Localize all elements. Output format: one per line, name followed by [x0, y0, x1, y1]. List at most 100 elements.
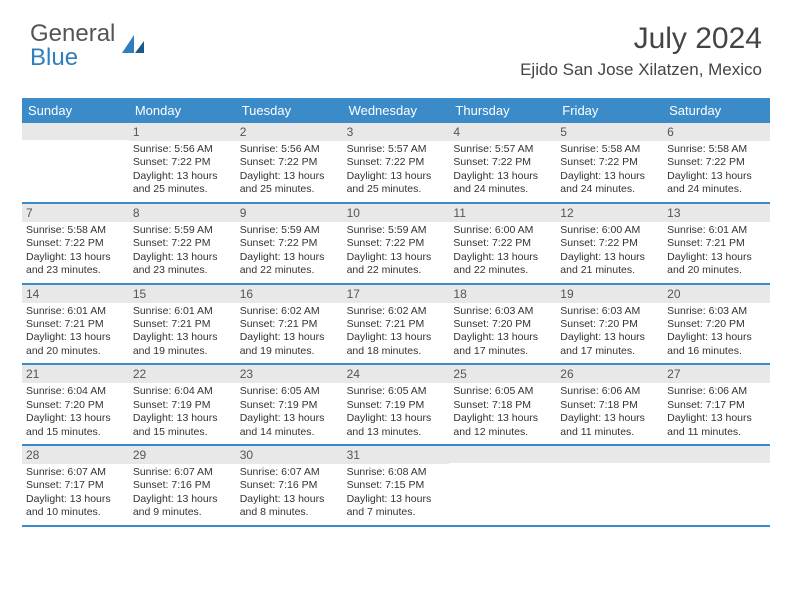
day-number: 28: [22, 446, 129, 464]
day-body: Sunrise: 6:01 AMSunset: 7:21 PMDaylight:…: [22, 303, 129, 364]
day-body: Sunrise: 6:08 AMSunset: 7:15 PMDaylight:…: [343, 464, 450, 525]
week-row: 28Sunrise: 6:07 AMSunset: 7:17 PMDayligh…: [22, 446, 770, 527]
day-body: Sunrise: 5:58 AMSunset: 7:22 PMDaylight:…: [556, 141, 663, 202]
weekday-wednesday: Wednesday: [343, 98, 450, 123]
day-number: 30: [236, 446, 343, 464]
sunset-text: Sunset: 7:21 PM: [347, 318, 446, 331]
day-body: [22, 140, 129, 200]
day-number: 22: [129, 365, 236, 383]
daylight-text: Daylight: 13 hours and 19 minutes.: [240, 331, 339, 358]
day-number: 1: [129, 123, 236, 141]
day-number: 10: [343, 204, 450, 222]
day-body: Sunrise: 6:06 AMSunset: 7:18 PMDaylight:…: [556, 383, 663, 444]
day-body: Sunrise: 5:57 AMSunset: 7:22 PMDaylight:…: [343, 141, 450, 202]
header: General Blue July 2024 Ejido San Jose Xi…: [0, 0, 792, 90]
day-body: Sunrise: 6:06 AMSunset: 7:17 PMDaylight:…: [663, 383, 770, 444]
sunset-text: Sunset: 7:22 PM: [453, 237, 552, 250]
daylight-text: Daylight: 13 hours and 24 minutes.: [560, 170, 659, 197]
sunset-text: Sunset: 7:22 PM: [347, 237, 446, 250]
sunset-text: Sunset: 7:17 PM: [667, 399, 766, 412]
sunset-text: Sunset: 7:20 PM: [560, 318, 659, 331]
sunset-text: Sunset: 7:21 PM: [26, 318, 125, 331]
day-body: Sunrise: 6:07 AMSunset: 7:16 PMDaylight:…: [236, 464, 343, 525]
day-cell: 27Sunrise: 6:06 AMSunset: 7:17 PMDayligh…: [663, 365, 770, 444]
day-body: Sunrise: 5:56 AMSunset: 7:22 PMDaylight:…: [236, 141, 343, 202]
day-body: Sunrise: 6:07 AMSunset: 7:16 PMDaylight:…: [129, 464, 236, 525]
daylight-text: Daylight: 13 hours and 20 minutes.: [667, 251, 766, 278]
day-cell: 28Sunrise: 6:07 AMSunset: 7:17 PMDayligh…: [22, 446, 129, 525]
daylight-text: Daylight: 13 hours and 9 minutes.: [133, 493, 232, 520]
day-cell: 20Sunrise: 6:03 AMSunset: 7:20 PMDayligh…: [663, 285, 770, 364]
location: Ejido San Jose Xilatzen, Mexico: [520, 60, 762, 80]
day-number: 11: [449, 204, 556, 222]
day-body: Sunrise: 6:07 AMSunset: 7:17 PMDaylight:…: [22, 464, 129, 525]
day-cell: [449, 446, 556, 525]
day-cell: 2Sunrise: 5:56 AMSunset: 7:22 PMDaylight…: [236, 123, 343, 202]
day-number: 17: [343, 285, 450, 303]
day-body: Sunrise: 5:59 AMSunset: 7:22 PMDaylight:…: [343, 222, 450, 283]
day-number: 4: [449, 123, 556, 141]
day-cell: 7Sunrise: 5:58 AMSunset: 7:22 PMDaylight…: [22, 204, 129, 283]
day-cell: 31Sunrise: 6:08 AMSunset: 7:15 PMDayligh…: [343, 446, 450, 525]
sunrise-text: Sunrise: 6:05 AM: [453, 385, 552, 398]
weekday-header: Sunday Monday Tuesday Wednesday Thursday…: [22, 98, 770, 123]
week-row: 21Sunrise: 6:04 AMSunset: 7:20 PMDayligh…: [22, 365, 770, 446]
day-cell: 4Sunrise: 5:57 AMSunset: 7:22 PMDaylight…: [449, 123, 556, 202]
sunrise-text: Sunrise: 6:07 AM: [133, 466, 232, 479]
sunrise-text: Sunrise: 6:00 AM: [560, 224, 659, 237]
sunrise-text: Sunrise: 5:58 AM: [26, 224, 125, 237]
logo: General Blue: [30, 22, 146, 70]
day-number: 13: [663, 204, 770, 222]
day-cell: 30Sunrise: 6:07 AMSunset: 7:16 PMDayligh…: [236, 446, 343, 525]
sunrise-text: Sunrise: 6:07 AM: [26, 466, 125, 479]
day-number: 9: [236, 204, 343, 222]
day-cell: 25Sunrise: 6:05 AMSunset: 7:18 PMDayligh…: [449, 365, 556, 444]
day-body: Sunrise: 6:04 AMSunset: 7:20 PMDaylight:…: [22, 383, 129, 444]
day-body: Sunrise: 6:02 AMSunset: 7:21 PMDaylight:…: [236, 303, 343, 364]
sunset-text: Sunset: 7:21 PM: [133, 318, 232, 331]
sunrise-text: Sunrise: 6:04 AM: [26, 385, 125, 398]
daylight-text: Daylight: 13 hours and 20 minutes.: [26, 331, 125, 358]
day-body: Sunrise: 6:05 AMSunset: 7:18 PMDaylight:…: [449, 383, 556, 444]
daylight-text: Daylight: 13 hours and 13 minutes.: [347, 412, 446, 439]
sunrise-text: Sunrise: 6:03 AM: [453, 305, 552, 318]
day-number: 19: [556, 285, 663, 303]
day-cell: 18Sunrise: 6:03 AMSunset: 7:20 PMDayligh…: [449, 285, 556, 364]
day-cell: 17Sunrise: 6:02 AMSunset: 7:21 PMDayligh…: [343, 285, 450, 364]
day-number: 27: [663, 365, 770, 383]
day-cell: 11Sunrise: 6:00 AMSunset: 7:22 PMDayligh…: [449, 204, 556, 283]
sunset-text: Sunset: 7:22 PM: [133, 156, 232, 169]
sunset-text: Sunset: 7:18 PM: [560, 399, 659, 412]
day-cell: [22, 123, 129, 202]
day-cell: 22Sunrise: 6:04 AMSunset: 7:19 PMDayligh…: [129, 365, 236, 444]
sunset-text: Sunset: 7:19 PM: [133, 399, 232, 412]
day-body: Sunrise: 5:59 AMSunset: 7:22 PMDaylight:…: [236, 222, 343, 283]
day-cell: 10Sunrise: 5:59 AMSunset: 7:22 PMDayligh…: [343, 204, 450, 283]
sunrise-text: Sunrise: 6:07 AM: [240, 466, 339, 479]
day-cell: 6Sunrise: 5:58 AMSunset: 7:22 PMDaylight…: [663, 123, 770, 202]
sunrise-text: Sunrise: 5:56 AM: [240, 143, 339, 156]
daylight-text: Daylight: 13 hours and 23 minutes.: [26, 251, 125, 278]
day-cell: 21Sunrise: 6:04 AMSunset: 7:20 PMDayligh…: [22, 365, 129, 444]
day-cell: 3Sunrise: 5:57 AMSunset: 7:22 PMDaylight…: [343, 123, 450, 202]
day-body: Sunrise: 5:57 AMSunset: 7:22 PMDaylight:…: [449, 141, 556, 202]
daylight-text: Daylight: 13 hours and 10 minutes.: [26, 493, 125, 520]
day-body: Sunrise: 6:01 AMSunset: 7:21 PMDaylight:…: [663, 222, 770, 283]
sunset-text: Sunset: 7:20 PM: [667, 318, 766, 331]
sunrise-text: Sunrise: 6:03 AM: [560, 305, 659, 318]
sunrise-text: Sunrise: 6:00 AM: [453, 224, 552, 237]
sunset-text: Sunset: 7:16 PM: [240, 479, 339, 492]
daylight-text: Daylight: 13 hours and 17 minutes.: [560, 331, 659, 358]
daylight-text: Daylight: 13 hours and 16 minutes.: [667, 331, 766, 358]
sunrise-text: Sunrise: 5:58 AM: [667, 143, 766, 156]
month-title: July 2024: [520, 22, 762, 56]
sunrise-text: Sunrise: 5:59 AM: [133, 224, 232, 237]
weekday-monday: Monday: [129, 98, 236, 123]
day-cell: 23Sunrise: 6:05 AMSunset: 7:19 PMDayligh…: [236, 365, 343, 444]
daylight-text: Daylight: 13 hours and 15 minutes.: [26, 412, 125, 439]
day-number: 31: [343, 446, 450, 464]
day-cell: 9Sunrise: 5:59 AMSunset: 7:22 PMDaylight…: [236, 204, 343, 283]
daylight-text: Daylight: 13 hours and 22 minutes.: [240, 251, 339, 278]
daylight-text: Daylight: 13 hours and 23 minutes.: [133, 251, 232, 278]
day-number: 3: [343, 123, 450, 141]
